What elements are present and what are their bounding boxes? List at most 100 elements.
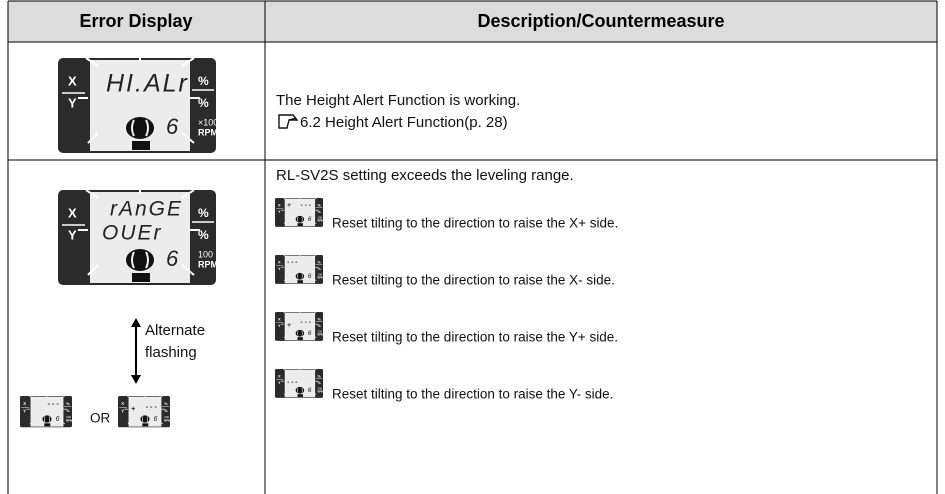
- lcd-ray: [127, 395, 132, 399]
- or-label: OR: [90, 411, 111, 426]
- lcd-text: +: [287, 202, 291, 209]
- lcd-text: ×100: [198, 117, 218, 127]
- lcd-ray: [312, 334, 317, 339]
- lcd-battery: [297, 280, 303, 283]
- lcd-icon: [126, 249, 154, 271]
- countermeasure: Reset tilting to the direction to raise …: [332, 330, 618, 345]
- lcd-text: 100: [318, 272, 323, 276]
- lcd-text: X: [68, 205, 77, 220]
- lcd-battery: [297, 394, 303, 397]
- lcd-ray: [283, 391, 288, 396]
- lcd-text: X: [278, 316, 281, 321]
- lcd-icon: [297, 216, 303, 222]
- reference-icon: [278, 114, 299, 129]
- lcd-ray: [283, 334, 288, 339]
- lcd-ray: [158, 420, 163, 425]
- lcd-ray: [283, 220, 288, 225]
- lcd-text: 6: [308, 216, 312, 223]
- lcd-battery: [132, 141, 150, 150]
- lcd-text: 6: [308, 273, 312, 280]
- lcd-ray: [60, 395, 65, 399]
- lcd-icon: [295, 272, 305, 280]
- lcd-text: %: [318, 203, 322, 207]
- lcd-text: %: [318, 260, 322, 264]
- lcd-text: RPM: [164, 418, 171, 422]
- lcd-text: Y: [278, 266, 281, 271]
- lcd-text: RPM: [318, 333, 325, 337]
- lcd-text: X: [23, 401, 26, 406]
- lcd-text: RPM: [198, 259, 218, 269]
- lcd-text: 6: [154, 414, 159, 423]
- lcd-text: %: [198, 228, 209, 242]
- header-cell: Description/Countermeasure: [477, 11, 724, 31]
- lcd-icon: [142, 416, 148, 422]
- lcd-text: Y: [278, 380, 281, 385]
- lcd-icon: [126, 117, 154, 139]
- lcd-text: 100: [198, 249, 213, 259]
- lcd-text: 6: [166, 246, 179, 271]
- lcd-ray: [87, 132, 99, 144]
- lcd-text: %: [164, 401, 168, 406]
- lcd-text: RPM: [318, 219, 325, 223]
- lcd-ray: [312, 311, 317, 315]
- lcd-ray: [181, 132, 195, 144]
- lcd-ray: [85, 57, 99, 67]
- alternate-label: Alternate: [145, 322, 205, 339]
- lcd-text: %: [318, 374, 322, 378]
- lcd-text: - - -: [146, 402, 158, 411]
- lcd-text: %: [318, 381, 322, 385]
- lcd-ray: [312, 197, 317, 201]
- lcd-icon: [131, 251, 149, 269]
- lcd-text: 6: [308, 330, 312, 337]
- alternate-arrow: [131, 318, 141, 384]
- lcd-text: X: [121, 401, 124, 406]
- lcd-ray: [29, 395, 34, 399]
- lcd-text: +: [131, 404, 135, 413]
- lcd-text: 6: [166, 114, 179, 139]
- lcd-ray: [312, 277, 317, 282]
- lcd-text: Y: [278, 323, 281, 328]
- lcd-icon: [44, 416, 50, 422]
- header-cell: Error Display: [79, 11, 192, 31]
- lcd-ray: [283, 254, 288, 258]
- lcd-icon: [140, 415, 150, 423]
- lcd-icon: [295, 386, 305, 394]
- lcd-battery: [297, 223, 303, 226]
- lcd-icon: [297, 387, 303, 393]
- lcd-battery: [142, 423, 149, 427]
- lcd-ray: [283, 368, 288, 372]
- lcd-ray: [283, 197, 288, 201]
- lcd-ray: [181, 264, 195, 276]
- lcd-text: %: [318, 317, 322, 321]
- lcd-text: HI.ALr: [106, 70, 189, 98]
- lcd-text: +: [287, 322, 291, 329]
- lcd-text: RPM: [198, 127, 218, 137]
- lcd-ray: [29, 420, 34, 425]
- countermeasure: Reset tilting to the direction to raise …: [332, 387, 613, 402]
- lcd-ray: [127, 420, 132, 425]
- lcd-icon: [131, 119, 149, 137]
- lcd-text: %: [66, 401, 70, 406]
- lcd-icon: [42, 415, 52, 423]
- lcd-text: - - -: [301, 319, 311, 326]
- lcd-text: - - -: [287, 379, 297, 386]
- reference-link[interactable]: 6.2 Height Alert Function(p. 28): [300, 114, 508, 131]
- lcd-text: %: [198, 96, 209, 110]
- lcd-text: 6: [308, 387, 312, 394]
- lcd-ray: [87, 264, 99, 276]
- lcd-text: %: [198, 206, 209, 220]
- lcd-icon: [297, 273, 303, 279]
- lcd-ray: [312, 391, 317, 396]
- lcd-text: - - -: [287, 259, 297, 266]
- lcd-ray: [181, 57, 195, 67]
- lcd-text: 100: [66, 415, 71, 419]
- lcd-ray: [312, 368, 317, 372]
- lcd-ray: [283, 277, 288, 282]
- lcd-icon: [295, 329, 305, 337]
- lcd-text: X: [278, 202, 281, 207]
- lcd-battery: [132, 273, 150, 282]
